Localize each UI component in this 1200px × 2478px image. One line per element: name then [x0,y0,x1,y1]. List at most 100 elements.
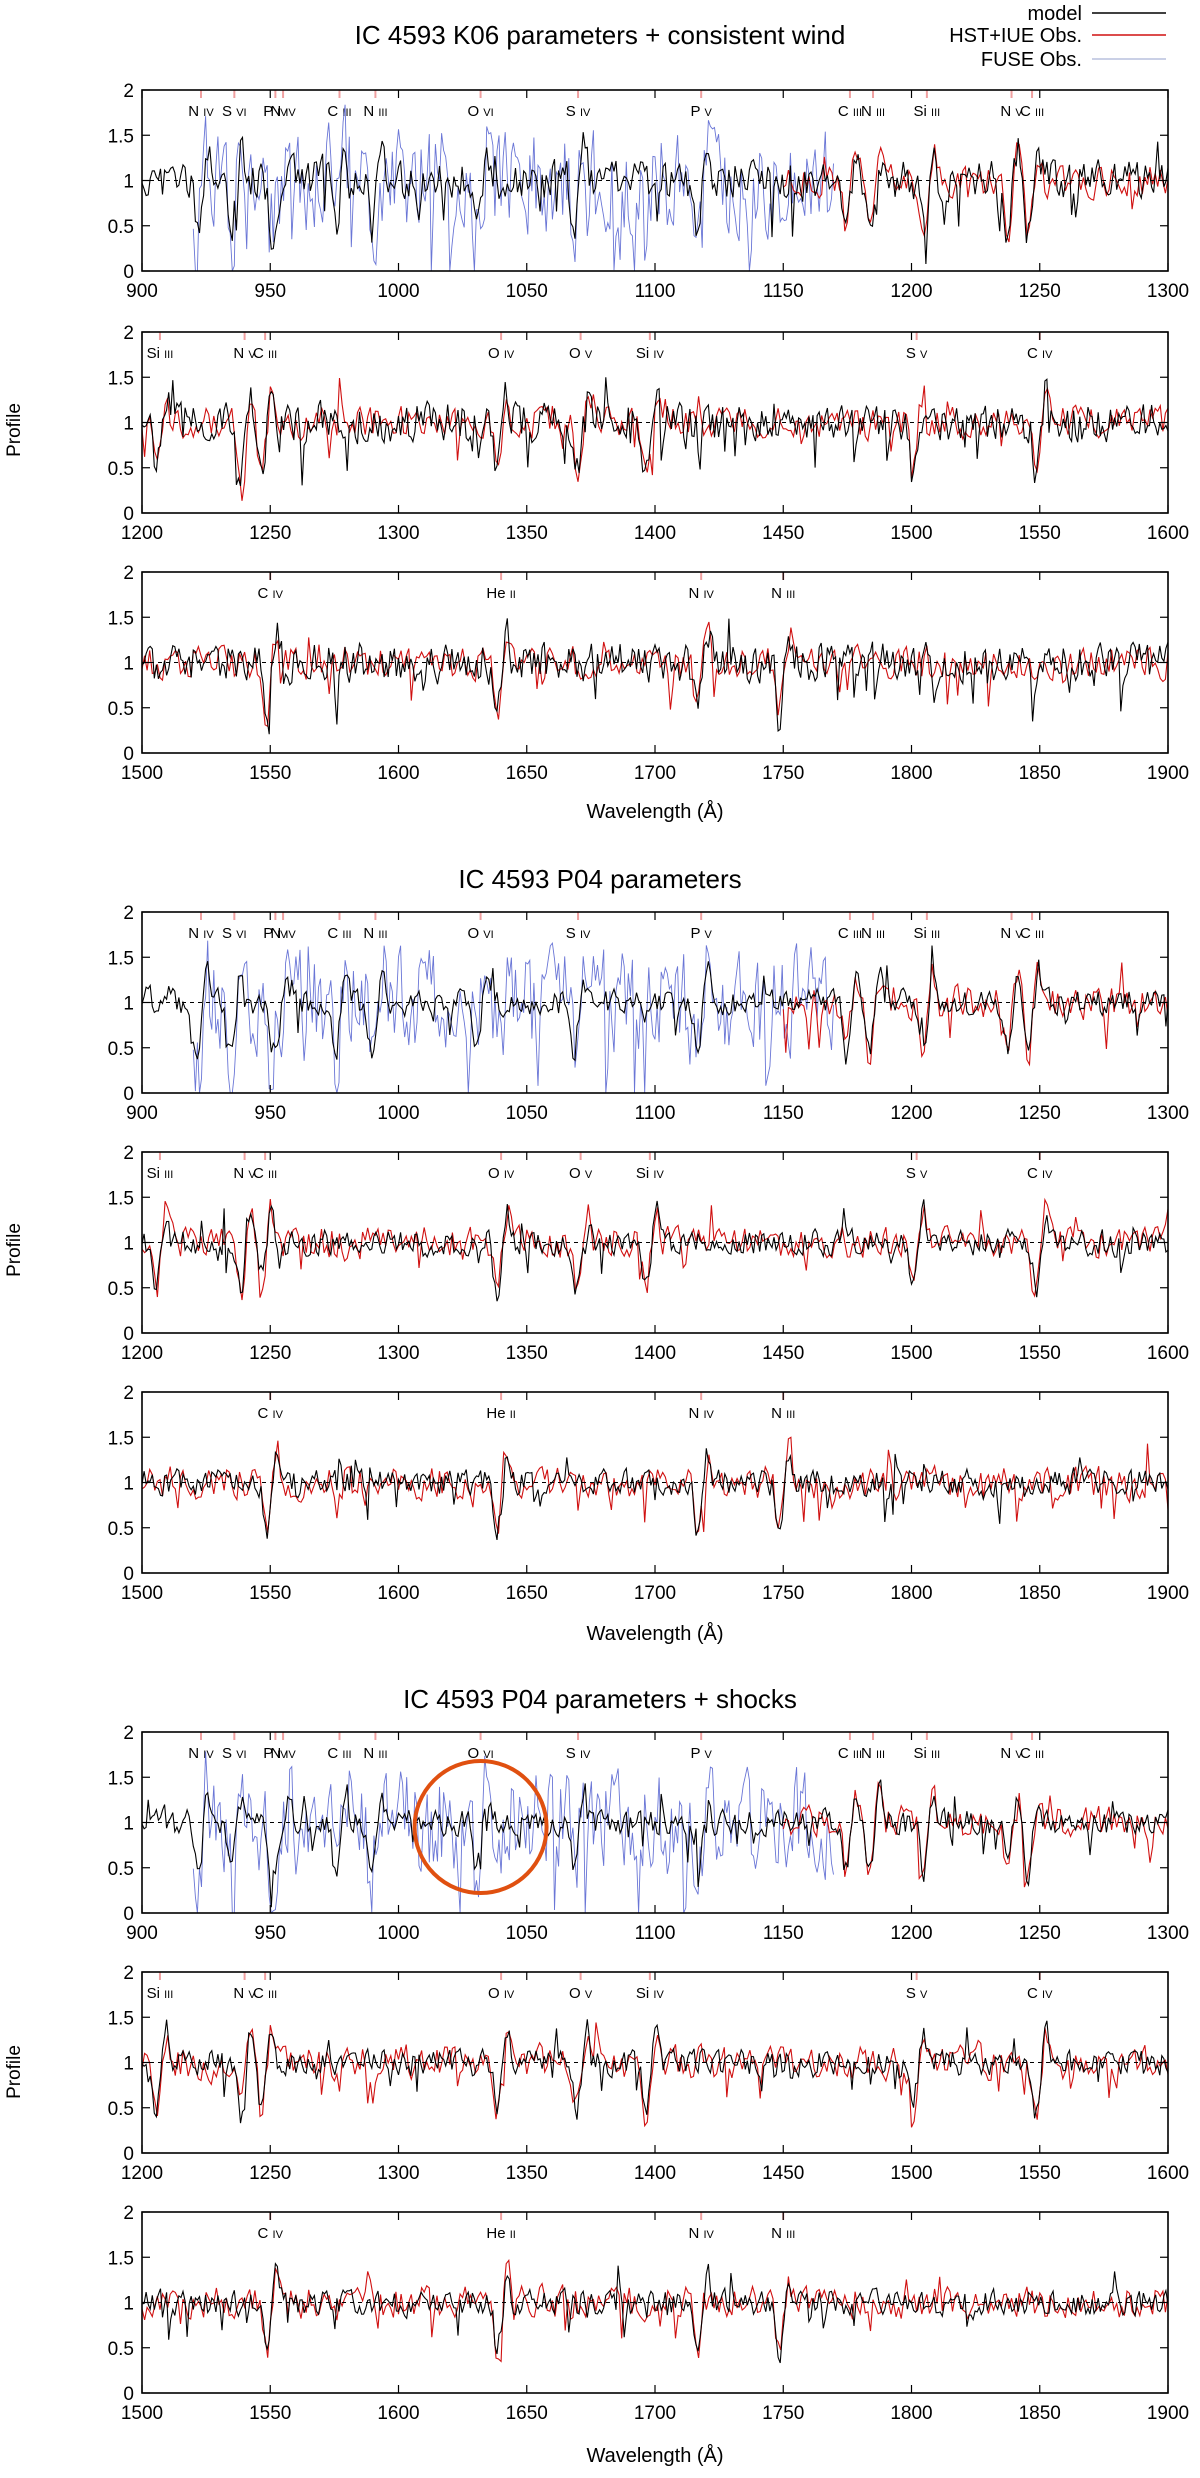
model-series [142,1448,1168,1541]
ion-label: N III [363,103,387,120]
y-tick-label: 1.5 [108,2248,134,2269]
x-tick-label: 1900 [1147,763,1189,784]
ion-stage: IV [277,929,288,941]
ion-stage: III [876,929,885,941]
x-tick-label: 1150 [763,281,804,302]
y-tick-label: 1.5 [108,1768,134,1789]
ion-stage: VI [236,929,246,941]
ion-label: Si III [914,1745,941,1762]
x-tick-label: 1150 [763,1103,804,1124]
x-tick-label: 1700 [634,763,676,784]
ion-stage: IV [203,107,214,119]
x-tick-label: 1250 [249,1343,291,1364]
ion-stage: IV [285,107,296,119]
ion-label: S IV [566,1745,591,1762]
ion-label: N III [771,1405,795,1422]
ion-stage: V [1015,929,1023,941]
ion-label: N III [363,1745,387,1762]
ion-stage: V [248,1989,256,2001]
ion-stage: VI [483,929,493,941]
ion-label: N IV [688,1405,714,1422]
hst-iue-obs-series [782,142,1168,243]
model-series [142,618,1168,735]
spectra-group [142,2019,1168,2128]
ion-label: Si IV [636,345,665,362]
chart-block-2: IC 4593 P04 parameters Profile Wavelength … [4,864,1189,1645]
x-tick-label: 1400 [634,523,676,544]
y-tick-label: 0.5 [108,1279,134,1300]
ion-label: C III [253,345,277,362]
ion-label: C III [1020,1745,1044,1762]
ion-label: He II [486,585,515,602]
ion-stage: IV [504,1169,515,1181]
ion-stage: III [378,107,387,119]
y-tick-label: 2 [123,563,134,584]
x-tick-label: 1900 [1147,2403,1189,2424]
x-tick-label: 900 [126,1103,158,1124]
ion-label: N III [861,925,885,942]
ion-stage: IV [285,1749,296,1761]
x-tick-label: 1250 [249,523,291,544]
y-tick-label: 2 [123,1963,134,1984]
x-tick-label: 1550 [1019,523,1061,544]
ion-label: O IV [488,345,515,362]
ion-label: N III [861,103,885,120]
y-tick-label: 1.5 [108,608,134,629]
ion-stage: IV [273,589,284,601]
ion-stage: V [1015,1749,1023,1761]
y-tick-label: 2 [123,1723,134,1744]
x-tick-label: 1550 [249,763,291,784]
x-tick-label: 1600 [1147,1343,1189,1364]
ion-label: C III [327,1745,351,1762]
x-tick-label: 1100 [635,1103,676,1124]
ion-stage: III [268,1989,277,2001]
chart-block-3: IC 4593 P04 parameters + shocks Profile Wa… [4,1684,1189,2467]
spectra-group [142,1436,1168,1541]
ion-label: C III [253,1165,277,1182]
ion-label: O IV [488,1165,515,1182]
hst-iue-obs-series [782,961,1168,1067]
ion-stage: III [342,929,351,941]
y-tick-label: 2 [123,1143,134,1164]
spectra-group [142,940,1168,1093]
legend-label-model: model [1028,3,1082,25]
x-tick-label: 1850 [1019,763,1061,784]
x-axis-label: Wavelength (Å) [586,2444,723,2467]
ion-stage: IV [1042,1169,1053,1181]
ion-stage: IV [273,2229,284,2241]
ion-label: S VI [222,925,247,942]
ion-label: N III [861,1745,885,1762]
ion-stage: V [920,1989,928,2001]
y-tick-label: 0 [123,1564,134,1585]
ion-label: P IV [263,925,288,942]
model-series [142,1779,1168,1908]
x-tick-label: 1000 [377,1103,419,1124]
legend-label-fuse: FUSE Obs. [981,49,1082,71]
ion-stage: V [704,1749,712,1761]
ion-stage: III [164,1169,173,1181]
x-tick-label: 1250 [1019,1103,1061,1124]
y-tick-label: 0.5 [108,1039,134,1060]
x-tick-label: 1650 [506,763,548,784]
ion-stage: III [876,107,885,119]
ion-label: C IV [258,2225,284,2242]
x-tick-label: 1600 [1147,523,1189,544]
ion-label: N V [1000,925,1023,942]
ion-label: P V [691,1745,713,1762]
ion-stage: IV [703,589,714,601]
ion-label: O VI [467,1745,493,1762]
x-tick-label: 900 [126,281,158,302]
ion-label: N IV [188,103,214,120]
ion-stage: IV [580,929,591,941]
ion-label: N IV [188,925,214,942]
x-tick-label: 1550 [1019,2163,1061,2184]
hst-iue-obs-series [142,621,1168,728]
x-tick-label: 1100 [635,281,676,302]
x-tick-label: 1050 [506,1103,548,1124]
ion-label: C III [1020,925,1044,942]
ion-stage: III [786,1409,795,1421]
ion-label: N IV [270,103,296,120]
x-tick-label: 1900 [1147,1583,1189,1604]
ion-stage: III [164,1989,173,2001]
